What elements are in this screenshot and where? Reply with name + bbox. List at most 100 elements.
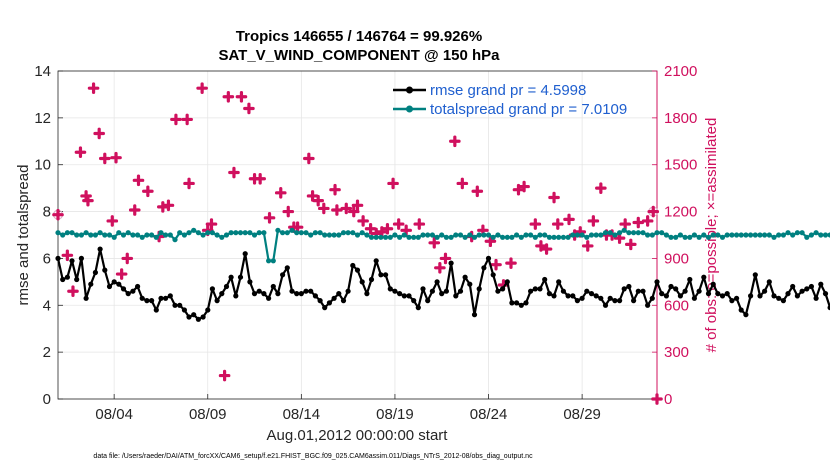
totalspread-point (392, 232, 398, 238)
totalspread-point (340, 230, 347, 236)
totalspread-point (822, 232, 829, 238)
rmse-point (748, 293, 754, 299)
rmse-point (696, 288, 702, 294)
totalspread-point (598, 232, 604, 238)
rmse-point (364, 291, 370, 297)
rmse-point (556, 279, 562, 285)
totalspread-point (354, 232, 361, 238)
obs-assimilated-marker (115, 268, 128, 280)
x-tick-label: 08/09 (189, 406, 227, 423)
totalspread-point (74, 232, 80, 238)
rmse-point (537, 286, 543, 292)
rmse-point (785, 291, 791, 297)
y2-tick-label: 2100 (664, 63, 697, 80)
totalspread-point (808, 232, 815, 238)
totalspread-point (827, 232, 830, 238)
rmse-point (289, 288, 295, 294)
obs-assimilated-marker (518, 180, 530, 193)
obs-assimilated-marker (351, 199, 364, 212)
rmse-point (504, 279, 510, 285)
rmse-point (350, 262, 356, 269)
rmse-point (209, 286, 215, 292)
rmse-point (467, 281, 473, 287)
rmse-point (579, 295, 585, 301)
rmse-point (177, 302, 183, 308)
rmse-point (242, 251, 248, 257)
rmse-point (411, 298, 417, 304)
totalspread-point (387, 234, 393, 240)
totalspread-point (406, 234, 412, 240)
obs-assimilated-marker (162, 199, 175, 212)
y-tick-label: 2 (43, 344, 51, 361)
y-tick-label: 12 (34, 110, 51, 127)
rmse-point (762, 288, 768, 294)
obs-assimilated-marker (235, 90, 248, 103)
totalspread-point (588, 232, 595, 238)
obs-assimilated-marker (222, 90, 235, 103)
obs-assimilated-marker (595, 182, 607, 194)
legend-rmse-swatch-marker (406, 86, 413, 94)
totalspread-point (214, 232, 220, 238)
obs-assimilated-marker (548, 191, 560, 204)
rmse-point (584, 288, 590, 294)
rmse-point (715, 291, 721, 297)
totalspread-point (794, 230, 801, 236)
rmse-point (331, 295, 337, 301)
totalspread-point (659, 230, 665, 236)
rmse-point (312, 293, 318, 299)
obs-assimilated-marker (456, 177, 469, 190)
rmse-point (406, 293, 412, 299)
totalspread-point (64, 230, 70, 236)
rmse-point (808, 283, 815, 290)
totalspread-point (509, 234, 515, 240)
rmse-point (691, 295, 698, 301)
totalspread-point (139, 234, 145, 240)
totalspread-point (584, 234, 590, 240)
totalspread-point (439, 232, 445, 238)
totalspread-point (556, 234, 562, 240)
totalspread-point (551, 234, 557, 240)
totalspread-point (120, 232, 127, 238)
x-tick-label: 08/14 (283, 406, 321, 423)
rmse-point (200, 314, 206, 320)
obs-assimilated-marker (110, 151, 122, 164)
totalspread-point (415, 234, 421, 240)
rmse-point (191, 312, 197, 318)
obs-assimilated-marker (303, 152, 315, 165)
obs-assimilated-marker (632, 216, 645, 229)
totalspread-point (383, 234, 389, 240)
obs-assimilated-marker (228, 166, 240, 179)
totalspread-point (785, 230, 791, 236)
rmse-point (734, 295, 740, 301)
obs-assimilated-marker (67, 285, 79, 298)
rmse-point (181, 307, 187, 313)
rmse-point (495, 288, 501, 294)
obs-assimilated-marker (540, 243, 553, 255)
rmse-point (186, 314, 192, 320)
obs-assimilated-marker (484, 235, 497, 248)
rmse-point (401, 293, 407, 299)
totalspread-point (668, 234, 674, 240)
rmse-point (195, 316, 201, 322)
obs-assimilated-marker (434, 262, 446, 274)
totalspread-point (715, 232, 721, 238)
totalspread-point (617, 230, 623, 236)
rmse-point (673, 286, 679, 292)
totalspread-point (734, 232, 740, 238)
rmse-point (523, 300, 529, 306)
totalspread-point (752, 232, 758, 238)
rmse-point (471, 312, 478, 318)
totalspread-point (186, 230, 192, 236)
rmse-point (135, 283, 141, 290)
obs-assimilated-marker (624, 238, 637, 251)
rmse-point (153, 307, 159, 313)
rmse-point (420, 286, 426, 292)
totalspread-point (317, 230, 323, 236)
rmse-point (738, 307, 744, 313)
totalspread-point (523, 232, 529, 238)
rmse-point (500, 286, 506, 292)
rmse-point (378, 272, 384, 278)
obs-assimilated-marker (647, 205, 660, 218)
totalspread-point (682, 234, 688, 240)
rmse-point (167, 293, 173, 299)
